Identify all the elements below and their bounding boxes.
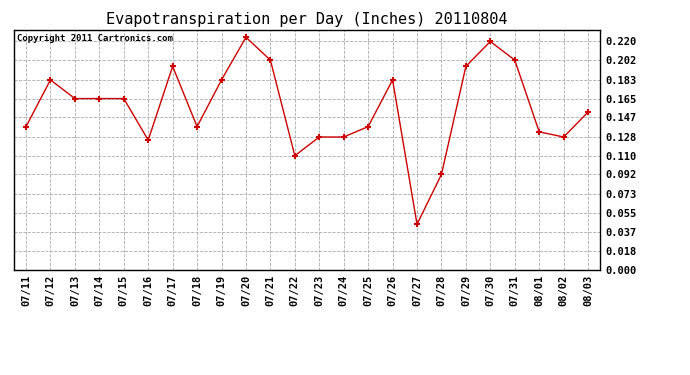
Title: Evapotranspiration per Day (Inches) 20110804: Evapotranspiration per Day (Inches) 2011… (106, 12, 508, 27)
Text: Copyright 2011 Cartronics.com: Copyright 2011 Cartronics.com (17, 34, 172, 43)
